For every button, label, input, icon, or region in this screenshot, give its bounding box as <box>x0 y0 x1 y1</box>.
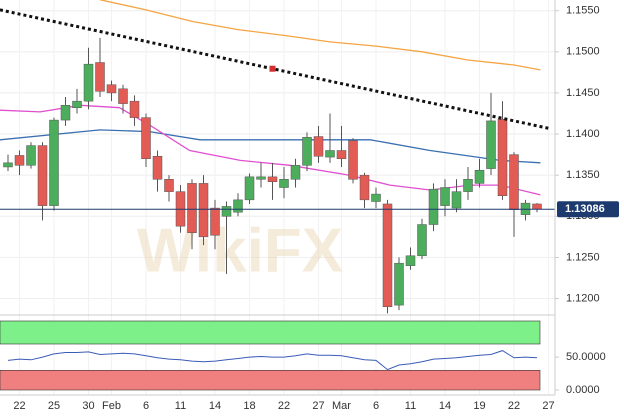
candle-body <box>359 174 370 201</box>
x-tick-label: 22 <box>13 400 25 412</box>
candle-body <box>49 119 59 206</box>
indicator-band <box>0 320 541 345</box>
y-tick-label: 50.0000 <box>566 351 606 363</box>
x-tick-label: 19 <box>473 400 485 412</box>
candle-body <box>256 176 266 180</box>
candle-body <box>532 203 542 210</box>
candle-body <box>417 224 427 257</box>
candle-body <box>302 137 312 166</box>
y-tick-label: 0.0000 <box>566 384 600 396</box>
candle-body <box>244 176 255 201</box>
x-tick-label: 11 <box>405 400 416 412</box>
x-tick-label: 27 <box>312 400 324 412</box>
candle-body <box>440 187 450 206</box>
y-tick-label: 1.1400 <box>566 128 600 140</box>
candle-body <box>60 105 71 121</box>
candle-body <box>279 179 289 188</box>
candle-body <box>382 203 393 308</box>
candle-body <box>129 100 140 118</box>
watermark: WikiFX <box>137 216 343 285</box>
candle-body <box>221 206 232 217</box>
x-tick-label: Mar <box>332 400 351 412</box>
candle-body <box>37 145 48 206</box>
y-tick-label: 1.1450 <box>566 87 600 99</box>
x-tick-label: 6 <box>143 400 149 412</box>
candle-body <box>233 199 243 213</box>
x-tick-label: 18 <box>243 400 255 412</box>
candle-body <box>267 176 278 183</box>
candle-body <box>428 188 439 225</box>
indicator-panel <box>0 320 541 391</box>
candle-body <box>371 193 381 202</box>
candle-body <box>451 191 462 209</box>
x-tick-label: 11 <box>175 400 186 412</box>
y-tick-label: 1.1200 <box>566 292 600 304</box>
candle-body <box>187 183 197 234</box>
candle-body <box>474 169 485 184</box>
candle-body <box>72 100 82 108</box>
x-tick-label: 22 <box>278 400 290 412</box>
candle-body <box>141 117 151 159</box>
candle-body <box>497 119 508 196</box>
y-tick-label: 1.1350 <box>566 169 600 181</box>
candle-body <box>509 154 519 210</box>
candle-body <box>198 183 209 238</box>
x-tick-label: 22 <box>508 400 520 412</box>
x-tick-label: 25 <box>48 400 60 412</box>
candle-body <box>106 84 117 94</box>
x-tick-label: 14 <box>439 400 451 412</box>
moving-average <box>0 129 541 164</box>
candle-body <box>210 207 220 236</box>
indicator-line-group <box>7 350 538 371</box>
candle-body <box>348 140 358 180</box>
candle-body <box>463 179 473 192</box>
last-price-tag <box>557 201 619 218</box>
candle-body <box>3 162 13 168</box>
plot-area <box>0 0 555 314</box>
x-tick-label: 30 <box>82 400 94 412</box>
candle-body <box>313 136 324 157</box>
indicator-band <box>0 369 541 391</box>
indicator-line <box>7 350 538 371</box>
last-price-label: 1.13086 <box>565 203 605 215</box>
x-tick-label: 14 <box>209 400 221 412</box>
candle-body <box>152 156 163 180</box>
candle-body <box>118 88 128 104</box>
candle-body <box>164 179 174 192</box>
axes: 1.12001.12501.13001.13501.14001.14501.15… <box>13 5 619 412</box>
candle-body <box>290 165 301 180</box>
candle-body <box>336 150 347 159</box>
y-tick-label: 1.1500 <box>566 46 600 58</box>
candle-body <box>26 145 36 166</box>
x-tick-label: 6 <box>373 400 379 412</box>
candle-body <box>325 150 335 158</box>
candle-body <box>405 255 416 266</box>
y-tick-label: 1.1250 <box>566 251 600 263</box>
y-tick-label: 1.1550 <box>566 5 600 17</box>
x-tick-label: 27 <box>542 400 554 412</box>
trendline-handle <box>269 65 276 72</box>
candle-body <box>83 63 94 102</box>
candle-body <box>14 155 25 166</box>
moving-average <box>99 0 541 71</box>
candle-body <box>486 120 496 169</box>
candle-body <box>95 62 105 92</box>
x-tick-label: Feb <box>102 400 121 412</box>
candle-body <box>394 262 404 306</box>
